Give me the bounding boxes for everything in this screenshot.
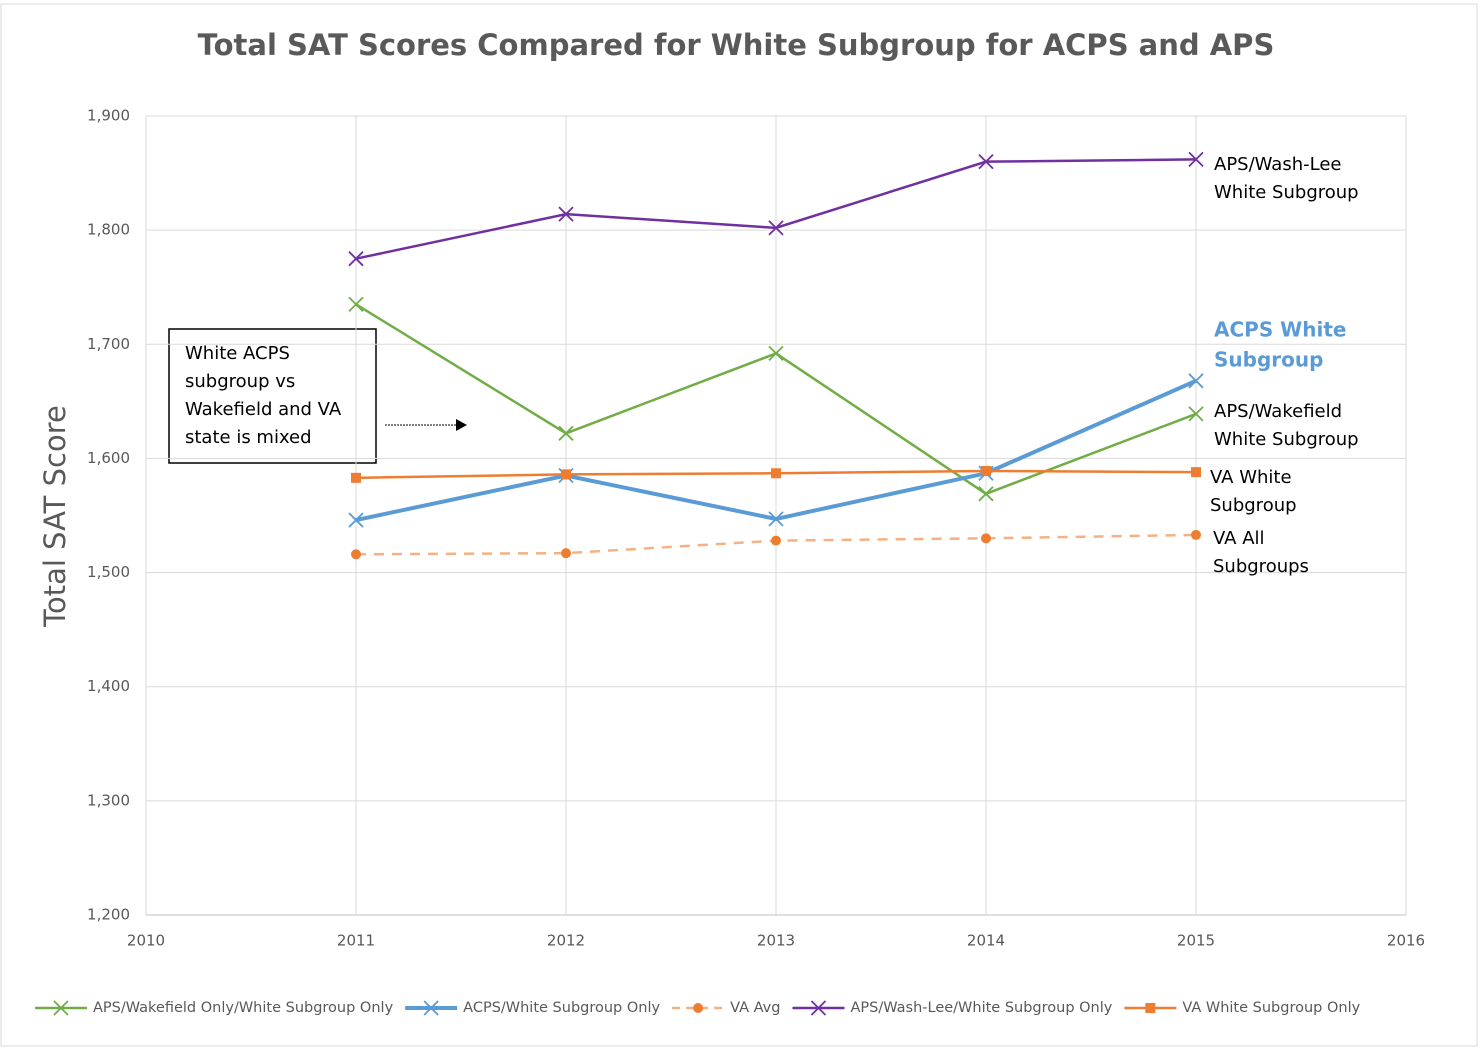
legend-label: ACPS/White Subgroup Only	[463, 1000, 660, 1016]
legend-marker	[53, 1000, 69, 1016]
chart-border	[0, 3, 1478, 1047]
marker	[348, 251, 364, 267]
x-tick-label: 2012	[547, 932, 585, 950]
marker	[768, 345, 784, 362]
x-tick-label: 2016	[1387, 932, 1425, 950]
marker	[1191, 467, 1201, 478]
marker	[1188, 151, 1204, 168]
legend-label: APS/Wakefield Only/White Subgroup Only	[93, 1000, 394, 1016]
marker	[978, 154, 994, 170]
marker	[348, 512, 364, 528]
marker	[1188, 373, 1204, 389]
legend-item: VA White Subgroup Only	[1124, 1000, 1361, 1016]
legend-item: APS/Wash-Lee/White Subgroup Only	[792, 1000, 1113, 1016]
marker	[561, 548, 571, 559]
y-tick-label: 1,600	[87, 449, 130, 467]
y-tick-label: 1,700	[87, 335, 130, 353]
grid	[145, 115, 1407, 916]
marker	[348, 296, 364, 312]
y-tick-label: 1,900	[87, 107, 130, 125]
legend-marker	[693, 1003, 704, 1013]
annotation: ACPS White	[1214, 318, 1346, 342]
annotation: Wakefield and VA	[185, 399, 342, 420]
marker	[558, 425, 574, 441]
annotation: state is mixed	[185, 427, 312, 448]
marker	[771, 535, 781, 546]
marker	[351, 472, 361, 483]
series	[348, 296, 1204, 502]
annotation: subgroup vs	[185, 371, 295, 392]
annotation: APS/Wakefield	[1214, 401, 1342, 422]
marker	[768, 511, 784, 527]
annotation: White Subgroup	[1214, 182, 1359, 203]
y-tick-label: 1,400	[87, 677, 130, 695]
annotation: White ACPS	[185, 343, 290, 364]
marker	[558, 206, 574, 222]
legend-label: APS/Wash-Lee/White Subgroup Only	[850, 1000, 1112, 1016]
series	[351, 529, 1201, 560]
marker	[351, 549, 361, 560]
legend-marker	[423, 1000, 439, 1016]
y-axis-label: Total SAT Score	[38, 405, 72, 628]
y-tick-label: 1,800	[87, 221, 130, 239]
legend-label: VA Avg	[730, 1000, 780, 1016]
annotation: APS/Wash-Lee	[1214, 154, 1341, 175]
marker	[978, 486, 994, 502]
annotation: White Subgroup	[1214, 429, 1359, 450]
chart-title: Total SAT Scores Compared for White Subg…	[198, 28, 1275, 62]
annotation: Subgroup	[1214, 348, 1323, 372]
annotation: VA White	[1210, 467, 1292, 488]
marker	[1191, 529, 1201, 540]
x-tick-label: 2013	[757, 932, 795, 950]
legend-label: VA White Subgroup Only	[1182, 1000, 1360, 1016]
marker	[768, 220, 784, 236]
x-tick-label: 2011	[337, 932, 375, 950]
marker	[561, 469, 571, 480]
x-tick-label: 2014	[967, 932, 1005, 950]
marker	[981, 465, 991, 476]
marker	[771, 468, 781, 479]
legend-marker	[1145, 1003, 1156, 1013]
annotation: Subgroup	[1210, 495, 1297, 516]
y-tick-label: 1,200	[87, 906, 130, 924]
legend-marker	[810, 1000, 827, 1016]
x-tick-label: 2015	[1177, 932, 1215, 950]
legend-item: APS/Wakefield Only/White Subgroup Only	[35, 1000, 394, 1016]
marker	[1188, 406, 1204, 422]
annotation: VA All	[1213, 528, 1265, 549]
annotation-box	[168, 328, 377, 464]
y-tick-label: 1,500	[87, 563, 130, 581]
annotation: Subgroups	[1213, 556, 1309, 577]
x-tick-label: 2010	[127, 932, 165, 950]
y-tick-label: 1,300	[87, 791, 130, 809]
legend-item: VA Avg	[672, 1000, 780, 1016]
series	[351, 465, 1201, 483]
legend-item: ACPS/White Subgroup Only	[405, 1000, 661, 1016]
marker	[981, 533, 991, 544]
arrow-head	[456, 419, 467, 431]
series	[348, 151, 1204, 267]
